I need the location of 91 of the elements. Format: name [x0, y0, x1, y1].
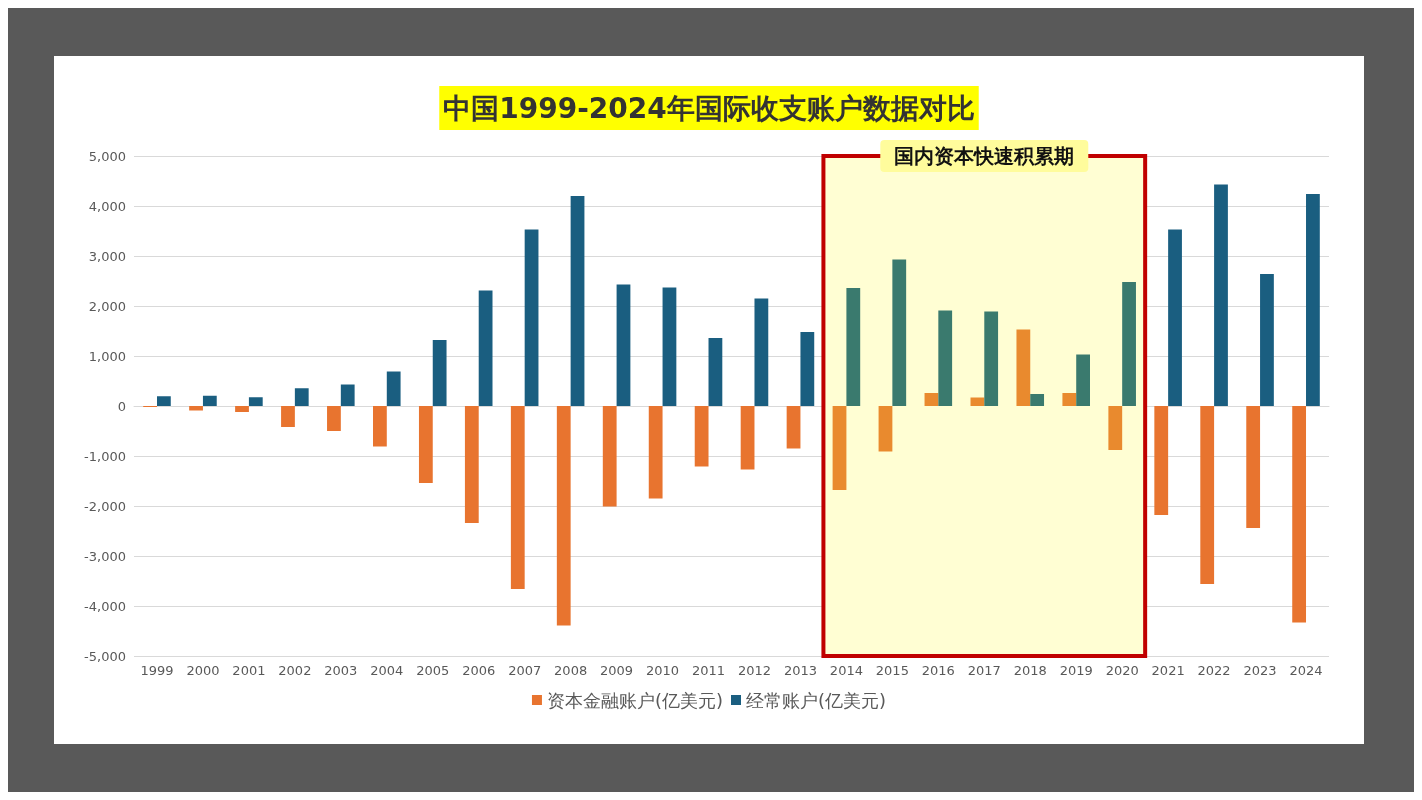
bar [846, 288, 861, 406]
bar [464, 406, 479, 523]
bar [938, 310, 953, 406]
bar [156, 396, 171, 406]
y-tick-label: 4,000 [88, 198, 126, 214]
bar [1154, 406, 1169, 515]
bar [340, 384, 355, 406]
bar [556, 406, 571, 626]
y-tick-label: 0 [117, 398, 126, 414]
x-tick-label: 2020 [1105, 663, 1139, 678]
x-tick-label: 2021 [1151, 663, 1185, 678]
legend-label: 经常账户(亿美元) [746, 689, 887, 711]
y-tick-label: 5,000 [88, 148, 126, 164]
x-tick-label: 2018 [1013, 663, 1047, 678]
bar [432, 340, 447, 406]
bar [878, 406, 893, 452]
y-tick-label: -3,000 [84, 548, 126, 564]
bar [694, 406, 709, 467]
chart-title: 中国1999-2024年国际收支账户数据对比 [443, 91, 975, 125]
bar [1076, 354, 1090, 406]
bar [418, 406, 433, 483]
bar [1122, 282, 1136, 406]
bar [202, 395, 217, 406]
bar [754, 298, 769, 406]
x-tick-label: 2017 [967, 663, 1001, 678]
x-tick-label: 1999 [140, 663, 174, 678]
bar [1168, 229, 1182, 406]
bar [248, 397, 263, 406]
bar [740, 406, 755, 470]
bar [1260, 274, 1274, 406]
bar [294, 388, 309, 406]
x-tick-label: 2015 [875, 663, 909, 678]
bar [1200, 406, 1215, 584]
bar [892, 259, 907, 406]
x-tick-label: 2013 [783, 663, 817, 678]
y-tick-label: -2,000 [84, 498, 126, 514]
x-tick-label: 2005 [416, 663, 450, 678]
x-tick-label: 2009 [600, 663, 634, 678]
bar [1016, 329, 1031, 406]
x-tick-label: 2003 [324, 663, 358, 678]
bar [984, 311, 999, 406]
x-tick-label: 2022 [1197, 663, 1231, 678]
y-tick-label: -5,000 [84, 648, 126, 664]
y-tick-label: -1,000 [84, 448, 126, 464]
bar [524, 229, 539, 406]
x-tick-label: 2004 [370, 663, 404, 678]
x-tick-label: 2023 [1243, 663, 1277, 678]
bar [189, 406, 203, 411]
bar [832, 406, 847, 490]
x-tick-label: 2014 [829, 663, 863, 678]
bar [235, 406, 249, 412]
bar [1062, 393, 1077, 406]
band-label: 国内资本快速积累期 [894, 144, 1075, 168]
bar [478, 290, 493, 406]
bar [786, 406, 801, 449]
y-tick-label: 3,000 [88, 248, 126, 264]
bar [602, 406, 617, 507]
x-tick-label: 2016 [921, 663, 955, 678]
x-tick-label: 2002 [278, 663, 312, 678]
bar [924, 393, 939, 406]
y-tick-label: 1,000 [88, 348, 126, 364]
x-tick-label: 2011 [691, 663, 726, 678]
bar [1030, 394, 1045, 406]
bar [1246, 406, 1261, 528]
bar [386, 371, 401, 406]
y-tick-label: 2,000 [88, 298, 126, 314]
bar [708, 338, 723, 406]
bar [1108, 406, 1123, 450]
bar [327, 406, 341, 431]
bar [281, 406, 295, 427]
x-tick-label: 2000 [186, 663, 220, 678]
legend-label: 资本金融账户(亿美元) [546, 689, 723, 711]
bar [662, 287, 677, 406]
bar [570, 196, 585, 406]
bar [373, 406, 387, 447]
x-tick-label: 2006 [462, 663, 496, 678]
bar [510, 406, 525, 589]
bar [616, 284, 631, 406]
bar [800, 332, 815, 406]
bar [1292, 406, 1307, 623]
bar [1214, 184, 1228, 406]
x-tick-label: 2008 [554, 663, 588, 678]
bar [648, 406, 663, 499]
x-tick-label: 2019 [1059, 663, 1093, 678]
x-tick-label: 2001 [232, 663, 266, 678]
y-tick-label: -4,000 [84, 598, 126, 614]
bar [1306, 194, 1320, 406]
x-tick-label: 2007 [508, 663, 542, 678]
x-tick-label: 2024 [1289, 663, 1323, 678]
x-tick-label: 2010 [646, 663, 680, 678]
x-tick-label: 2012 [737, 663, 772, 678]
